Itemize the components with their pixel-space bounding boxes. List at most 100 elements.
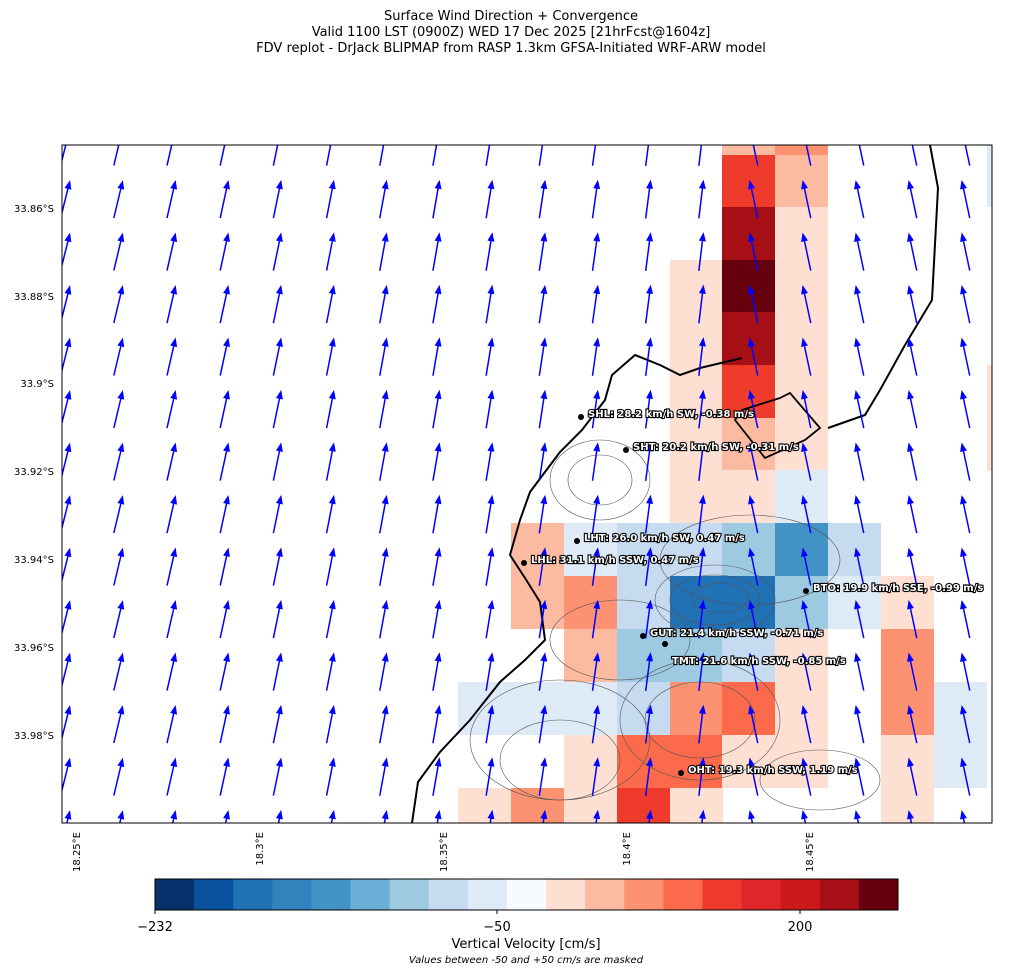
wind-arrow-head (117, 600, 125, 610)
wind-arrow-head (801, 547, 808, 557)
wind-arrow-head (117, 128, 124, 138)
wind-arrow-head (328, 442, 336, 452)
cell (670, 576, 723, 629)
wind-arrow-head (328, 494, 336, 505)
wind-arrow-head (960, 389, 967, 400)
wind-arrow-shaft (858, 145, 865, 166)
wind-arrow-shaft (644, 392, 652, 429)
cell (670, 629, 723, 682)
cell (775, 145, 828, 155)
wind-arrow-head (381, 809, 389, 820)
cell (670, 260, 723, 313)
wind-arrow-head (329, 127, 336, 137)
wind-arrow-head (801, 284, 808, 295)
wind-arrow-head (64, 705, 72, 715)
wind-arrow-shaft (325, 287, 335, 324)
cell (722, 312, 775, 365)
wind-arrow-shaft (855, 812, 860, 823)
wind-arrow-shaft (325, 392, 335, 429)
lat-tick-label: 33.86°S (14, 204, 54, 215)
cell (722, 155, 775, 208)
wind-arrow-head (487, 809, 495, 820)
wind-arrow-head (328, 337, 336, 347)
wind-arrow-shaft (644, 497, 652, 534)
wind-arrow-head (698, 337, 706, 347)
cell (564, 576, 617, 629)
wind-arrow-head (487, 284, 495, 295)
wind-arrow-head (593, 442, 601, 452)
wind-arrow-head (223, 179, 230, 190)
wind-arrow-shaft (113, 145, 120, 166)
wind-arrow-head (698, 704, 706, 714)
wind-arrow-head (487, 704, 495, 715)
wind-arrow-head (434, 442, 442, 452)
wind-arrow-head (854, 389, 861, 400)
wind-arrow-head (223, 757, 230, 768)
wind-arrow-head (593, 547, 601, 557)
cell (881, 576, 934, 629)
wind-arrow-head (381, 494, 389, 505)
cell (511, 682, 564, 735)
wind-arrow-head (223, 809, 230, 820)
wind-arrow-head (907, 127, 914, 137)
wind-arrow-shaft (171, 812, 176, 823)
colorbar-note: Values between -50 and +50 cm/s are mask… (409, 955, 644, 966)
wind-arrow-head (434, 547, 442, 557)
wind-arrow-head (117, 390, 125, 400)
wind-arrow-head (275, 704, 283, 715)
cell (511, 523, 564, 576)
wind-arrow-shaft (644, 182, 652, 219)
wind-arrow-shaft (749, 760, 759, 796)
wind-arrow-head (854, 652, 861, 662)
cell (881, 735, 934, 788)
wind-arrow-head (801, 337, 808, 347)
wind-arrow-shaft (113, 602, 123, 639)
wind-arrow-head (328, 179, 336, 190)
wind-arrow-shaft (961, 655, 971, 691)
wind-arrow-shaft (749, 655, 759, 691)
wind-arrow-head (593, 599, 601, 610)
wind-arrow-head (223, 547, 230, 558)
wind-arrow-shaft (644, 340, 652, 376)
wind-arrow-head (381, 652, 389, 662)
cell (881, 788, 934, 823)
wind-arrow-shaft (432, 392, 440, 429)
colorbar-segment (194, 879, 234, 910)
wind-arrow-shaft (166, 760, 176, 796)
wind-arrow-head (960, 599, 967, 610)
cell (775, 682, 828, 735)
wind-arrow-head (64, 232, 72, 243)
wind-arrow-head (170, 337, 178, 348)
wind-arrow-shaft (698, 760, 704, 796)
wind-arrow-head (170, 600, 178, 610)
wind-arrow-head (64, 285, 72, 295)
wind-arrow-head (275, 179, 283, 190)
colorbar-frame (154, 878, 899, 911)
wind-arrow-head (907, 704, 914, 715)
convergence-cells (458, 145, 992, 823)
wind-arrow-head (275, 757, 283, 767)
wind-arrow-shaft (166, 550, 176, 586)
wind-arrow-head (328, 809, 336, 820)
colorbar-segment (819, 879, 860, 910)
wind-arrow-head (646, 337, 654, 347)
wind-arrow-shaft (802, 655, 812, 691)
cell (881, 629, 934, 682)
wind-arrow-shaft (432, 550, 440, 586)
wind-arrow-shaft (964, 145, 971, 166)
wind-arrow-shaft (698, 707, 704, 744)
wind-arrow-shaft (166, 707, 176, 744)
wind-arrow-head (593, 652, 601, 662)
colorbar-segment (546, 879, 586, 910)
wind-arrow-shaft (272, 145, 279, 166)
wind-arrow-shaft (698, 602, 704, 639)
wind-arrow-shaft (538, 145, 544, 166)
colorbar-segment (663, 879, 703, 910)
cell (722, 145, 775, 155)
wind-arrow-shaft (432, 235, 440, 271)
wind-arrow-head (434, 809, 442, 820)
wind-arrow-head (64, 652, 72, 663)
wind-arrow-head (646, 284, 654, 295)
wind-arrow-head (275, 494, 283, 505)
wind-arrow-head (593, 337, 601, 347)
